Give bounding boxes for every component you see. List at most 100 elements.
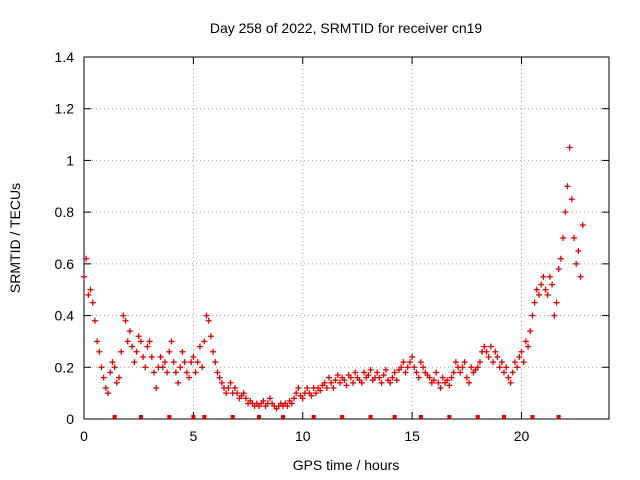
data-point bbox=[131, 359, 138, 366]
data-point bbox=[481, 343, 488, 350]
data-point bbox=[374, 369, 381, 376]
data-point bbox=[207, 333, 214, 340]
data-point bbox=[579, 222, 586, 229]
data-point bbox=[446, 382, 453, 389]
data-point bbox=[175, 379, 182, 386]
gap-marker bbox=[230, 415, 235, 419]
data-point bbox=[444, 377, 451, 384]
gap-marker bbox=[257, 415, 261, 419]
data-point bbox=[170, 359, 177, 366]
data-point bbox=[378, 379, 385, 386]
data-point bbox=[295, 384, 302, 391]
data-point bbox=[553, 299, 560, 306]
data-point bbox=[164, 369, 171, 376]
data-point bbox=[474, 364, 481, 371]
data-point bbox=[433, 369, 440, 376]
chart-title: Day 258 of 2022, SRMTID for receiver cn1… bbox=[210, 20, 483, 36]
data-point bbox=[498, 359, 505, 366]
tick-label-layer: 0 5 10 15 20 0 0.2 0.4 0.6 0.8 1 1.2 1.4 bbox=[55, 49, 530, 444]
data-point bbox=[113, 379, 120, 386]
data-point bbox=[536, 291, 542, 298]
data-point bbox=[420, 364, 427, 371]
data-point bbox=[483, 348, 490, 355]
data-point bbox=[540, 273, 547, 280]
data-point bbox=[487, 343, 494, 350]
data-point bbox=[100, 374, 107, 381]
data-point bbox=[516, 353, 523, 360]
data-point bbox=[511, 359, 518, 366]
data-point bbox=[179, 348, 186, 355]
gap-marker bbox=[530, 415, 535, 419]
data-point bbox=[107, 369, 114, 376]
gap-marker bbox=[502, 415, 506, 419]
data-point bbox=[571, 235, 577, 241]
data-point bbox=[129, 343, 136, 350]
data-point bbox=[522, 338, 529, 345]
data-point bbox=[546, 273, 553, 280]
data-point bbox=[466, 379, 472, 386]
data-point bbox=[365, 372, 372, 379]
data-point bbox=[431, 377, 437, 384]
data-point bbox=[409, 353, 416, 360]
grid-layer bbox=[84, 57, 609, 419]
data-point bbox=[557, 255, 564, 262]
data-point bbox=[463, 374, 470, 381]
data-point bbox=[188, 359, 195, 366]
data-point bbox=[568, 196, 575, 203]
data-point bbox=[181, 359, 188, 366]
data-point bbox=[177, 364, 184, 371]
data-point bbox=[210, 348, 217, 355]
data-point bbox=[527, 328, 534, 335]
data-point bbox=[126, 328, 133, 335]
data-point bbox=[468, 364, 475, 371]
data-point bbox=[389, 374, 396, 381]
data-point bbox=[102, 384, 109, 391]
y-tick-label: 0.4 bbox=[55, 308, 75, 324]
data-point bbox=[326, 374, 332, 381]
data-point bbox=[380, 372, 387, 379]
data-point bbox=[538, 281, 545, 288]
data-point bbox=[240, 390, 247, 397]
data-point bbox=[87, 286, 94, 293]
data-point bbox=[153, 384, 160, 391]
data-point bbox=[120, 312, 127, 319]
data-point bbox=[361, 369, 367, 376]
data-point bbox=[116, 374, 122, 381]
data-point bbox=[415, 374, 422, 381]
y-tick-label: 0.8 bbox=[55, 204, 75, 220]
data-point bbox=[560, 235, 567, 241]
data-point bbox=[83, 255, 90, 262]
data-point bbox=[192, 369, 199, 376]
x-tick-label: 5 bbox=[189, 428, 197, 444]
data-point bbox=[551, 312, 558, 319]
data-point bbox=[494, 353, 501, 360]
data-point bbox=[124, 338, 131, 345]
y-axis-label: SRMTID / TECUs bbox=[7, 183, 23, 293]
data-point bbox=[266, 395, 273, 402]
data-point bbox=[214, 369, 221, 376]
data-point bbox=[426, 374, 433, 381]
data-point bbox=[505, 374, 512, 381]
data-point bbox=[312, 390, 319, 397]
data-point bbox=[457, 369, 464, 376]
data-point bbox=[376, 374, 383, 381]
data-point bbox=[284, 403, 291, 410]
data-point bbox=[341, 377, 348, 384]
data-point bbox=[317, 387, 324, 394]
data-point bbox=[448, 374, 455, 381]
data-point bbox=[503, 364, 510, 371]
data-point bbox=[437, 384, 444, 391]
data-point bbox=[260, 397, 267, 404]
data-point bbox=[142, 364, 149, 371]
data-point bbox=[186, 374, 192, 381]
data-point bbox=[450, 369, 457, 376]
data-point bbox=[334, 372, 341, 379]
data-point bbox=[98, 364, 105, 371]
y-tick-label: 0.2 bbox=[55, 359, 75, 375]
data-point bbox=[321, 379, 328, 386]
data-point bbox=[507, 379, 514, 386]
y-tick-label: 0 bbox=[66, 411, 74, 427]
gap-marker bbox=[191, 415, 196, 419]
gap-marker bbox=[447, 415, 452, 419]
data-point bbox=[439, 374, 446, 381]
